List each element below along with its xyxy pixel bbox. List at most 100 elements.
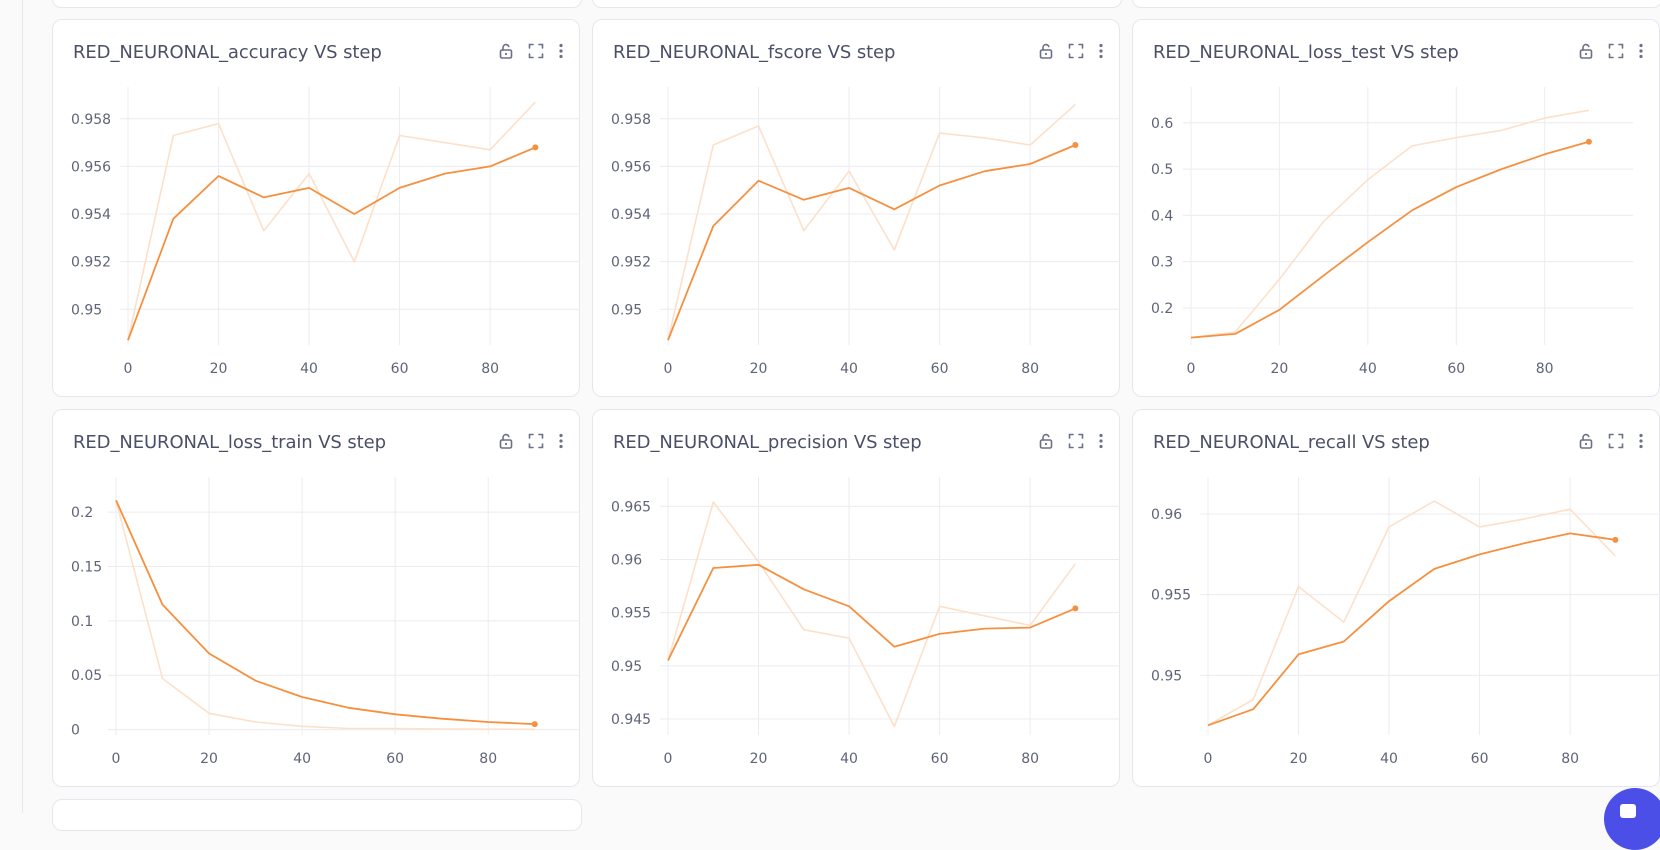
expand-icon[interactable] [527, 432, 545, 450]
more-vertical-icon[interactable] [1637, 42, 1645, 60]
expand-icon[interactable] [1067, 432, 1085, 450]
lock-icon[interactable] [1037, 42, 1055, 60]
line-chart: 0 20 40 60 80 0.95 0.955 0.96 [1151, 477, 1660, 767]
chart-title: RED_NEURONAL_fscore VS step [613, 42, 896, 63]
x-tick-label: 0 [1187, 361, 1196, 377]
chart-card: RED_NEURONAL_accuracy VS step 0 20 40 60 80 0.… [52, 19, 580, 397]
chart-toolbar [1577, 432, 1645, 450]
x-tick-label: 80 [1536, 361, 1554, 377]
x-tick-label: 40 [293, 751, 311, 767]
y-tick-label: 0.945 [611, 712, 651, 728]
last-point-marker [532, 144, 539, 151]
line-chart: 0 20 40 60 80 0.95 0.952 0.954 0.956 0.958 [71, 87, 580, 377]
chart-card: RED_NEURONAL_fscore VS step 0 20 40 60 80 0.95… [592, 19, 1120, 397]
lock-icon[interactable] [1577, 42, 1595, 60]
expand-icon[interactable] [1607, 432, 1625, 450]
raw-series-line [1207, 500, 1616, 726]
raw-series-line [667, 103, 1076, 341]
x-tick-label: 80 [481, 361, 499, 377]
chart-title: RED_NEURONAL_loss_train VS step [73, 432, 386, 453]
card-stub-top-2 [592, 0, 1122, 8]
x-tick-label: 40 [1359, 361, 1377, 377]
left-rule [22, 0, 23, 813]
x-tick-label: 20 [750, 751, 768, 767]
x-tick-label: 20 [1271, 361, 1289, 377]
x-tick-label: 20 [200, 751, 218, 767]
card-stub-top-3 [1132, 0, 1660, 8]
y-tick-label: 0.5 [1151, 162, 1173, 178]
lock-icon[interactable] [497, 42, 515, 60]
x-tick-label: 40 [300, 361, 318, 377]
raw-series-line [127, 101, 536, 341]
smoothed-series-line [127, 146, 536, 341]
expand-icon[interactable] [527, 42, 545, 60]
chart-toolbar [497, 42, 565, 60]
lock-icon[interactable] [497, 432, 515, 450]
line-chart: 0 20 40 60 80 0.95 0.952 0.954 0.956 0.958 [611, 87, 1120, 377]
x-tick-label: 60 [931, 361, 949, 377]
x-tick-label: 0 [664, 751, 673, 767]
y-tick-label: 0.965 [611, 499, 651, 515]
y-tick-label: 0.95 [71, 302, 102, 318]
lock-icon[interactable] [1577, 432, 1595, 450]
x-tick-label: 20 [210, 361, 228, 377]
x-tick-label: 20 [1290, 751, 1308, 767]
card-stub-bottom-1 [52, 799, 582, 831]
x-tick-label: 60 [1471, 751, 1489, 767]
more-vertical-icon[interactable] [1097, 432, 1105, 450]
y-tick-label: 0.954 [611, 207, 651, 223]
last-point-marker [1072, 142, 1079, 148]
x-tick-label: 0 [124, 361, 133, 377]
y-tick-label: 0.958 [71, 112, 111, 128]
expand-icon[interactable] [1067, 42, 1085, 60]
chart-card: RED_NEURONAL_loss_train VS step 0 20 40 60 80… [52, 409, 580, 787]
chart-toolbar [1577, 42, 1645, 60]
y-tick-label: 0.05 [71, 668, 102, 684]
x-tick-label: 60 [391, 361, 409, 377]
x-tick-label: 80 [479, 751, 497, 767]
chat-fab-button[interactable] [1604, 788, 1660, 850]
expand-icon[interactable] [1607, 42, 1625, 60]
y-tick-label: 0.952 [611, 255, 651, 271]
more-vertical-icon[interactable] [1097, 42, 1105, 60]
line-chart: 0 20 40 60 80 0.945 0.95 0.955 0.96 0.965 [611, 477, 1120, 767]
y-tick-label: 0.95 [1151, 668, 1182, 684]
lock-icon[interactable] [1037, 432, 1055, 450]
more-vertical-icon[interactable] [557, 42, 565, 60]
y-tick-label: 0.954 [71, 207, 111, 223]
chart-title: RED_NEURONAL_accuracy VS step [73, 42, 382, 63]
y-tick-label: 0.95 [611, 302, 642, 318]
y-tick-label: 0.4 [1151, 208, 1173, 224]
smoothed-series-line [1207, 532, 1616, 727]
smoothed-series-line [667, 563, 1076, 661]
y-tick-label: 0.1 [71, 614, 93, 630]
y-tick-label: 0.952 [71, 255, 111, 271]
chart-title: RED_NEURONAL_loss_test VS step [1153, 42, 1459, 63]
y-tick-label: 0.96 [1151, 507, 1182, 523]
y-tick-label: 0.958 [611, 112, 651, 128]
y-tick-label: 0.2 [71, 505, 93, 521]
y-tick-label: 0.2 [1151, 301, 1173, 317]
y-tick-label: 0.95 [611, 659, 642, 675]
more-vertical-icon[interactable] [1637, 432, 1645, 450]
x-tick-label: 0 [664, 361, 673, 377]
last-point-marker [1072, 605, 1079, 612]
more-vertical-icon[interactable] [557, 432, 565, 450]
last-point-marker [531, 721, 538, 728]
x-tick-label: 20 [750, 361, 768, 377]
x-tick-label: 80 [1561, 751, 1579, 767]
x-tick-label: 40 [840, 751, 858, 767]
chart-title: RED_NEURONAL_precision VS step [613, 432, 922, 453]
y-tick-label: 0.956 [71, 159, 111, 175]
y-tick-label: 0.3 [1151, 255, 1173, 271]
x-tick-label: 80 [1021, 361, 1039, 377]
x-tick-label: 60 [1447, 361, 1465, 377]
x-tick-label: 60 [931, 751, 949, 767]
smoothed-series-line [1190, 140, 1590, 339]
chart-card: RED_NEURONAL_precision VS step 0 20 40 60 80 0… [592, 409, 1120, 787]
x-tick-label: 0 [112, 751, 121, 767]
raw-series-line [1190, 109, 1590, 339]
last-point-marker [1612, 536, 1619, 543]
y-tick-label: 0.956 [611, 159, 651, 175]
y-tick-label: 0 [71, 723, 80, 739]
